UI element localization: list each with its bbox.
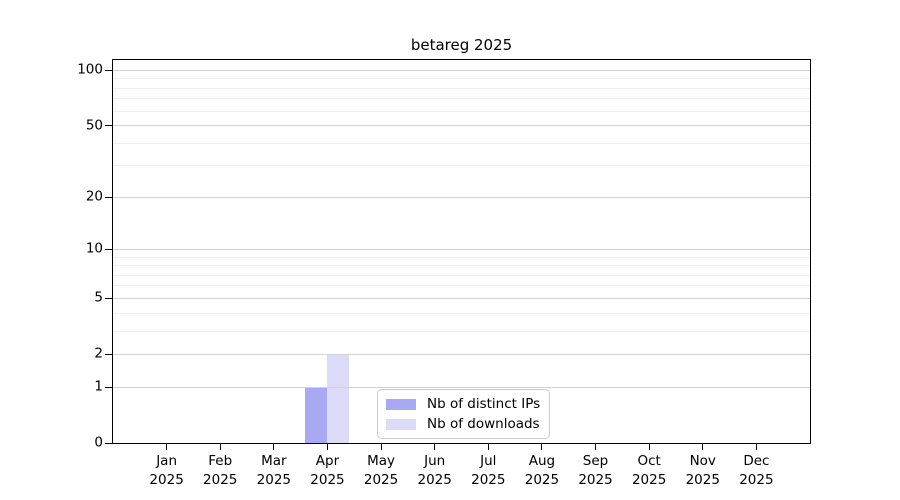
x-label-year: 2025 bbox=[524, 472, 560, 488]
h-gridline-minor bbox=[113, 87, 810, 89]
y-axis-tick-label: 2 bbox=[94, 345, 103, 362]
legend-swatch-downloads-icon bbox=[386, 418, 416, 430]
h-gridline-minor bbox=[113, 110, 810, 112]
x-label-month: Nov bbox=[689, 453, 716, 469]
x-label-year: 2025 bbox=[685, 472, 720, 488]
h-gridline-minor bbox=[113, 142, 810, 144]
y-axis-tick bbox=[105, 248, 112, 250]
x-axis-tick-label: Aug 2025 bbox=[512, 452, 572, 490]
h-gridline-major bbox=[113, 386, 810, 388]
x-label-month: Oct bbox=[637, 453, 661, 469]
h-gridline-major bbox=[113, 69, 810, 71]
h-gridline-major bbox=[113, 125, 810, 127]
x-label-year: 2025 bbox=[363, 472, 399, 488]
x-label-month: Feb bbox=[208, 453, 233, 469]
x-label-year: 2025 bbox=[631, 472, 667, 488]
x-axis-tick-label: Sep 2025 bbox=[566, 452, 626, 490]
x-label-year: 2025 bbox=[578, 472, 613, 488]
plot-area: Nb of distinct IPs Nb of downloads bbox=[112, 59, 811, 444]
x-label-year: 2025 bbox=[739, 472, 774, 488]
y-axis-tick-label: 10 bbox=[85, 240, 103, 257]
h-gridline-minor bbox=[113, 256, 810, 258]
h-gridline-major bbox=[113, 248, 810, 250]
h-gridline-major bbox=[113, 297, 810, 299]
legend-swatch-distinct-ips-icon bbox=[386, 398, 416, 410]
x-axis-tick-label: Dec 2025 bbox=[726, 452, 786, 490]
x-label-month: Jul bbox=[480, 453, 497, 469]
legend-item-downloads: Nb of downloads bbox=[386, 416, 540, 432]
x-label-year: 2025 bbox=[471, 472, 506, 488]
x-label-month: Jun bbox=[424, 453, 446, 469]
h-gridline-minor bbox=[113, 78, 810, 80]
h-gridline-minor bbox=[113, 330, 810, 332]
h-gridline-minor bbox=[113, 312, 810, 314]
x-axis-tick bbox=[702, 444, 704, 450]
x-label-year: 2025 bbox=[149, 472, 184, 488]
h-gridline-major bbox=[113, 353, 810, 355]
x-label-year: 2025 bbox=[203, 472, 238, 488]
legend-label-distinct-ips: Nb of distinct IPs bbox=[427, 396, 541, 412]
y-axis-tick bbox=[105, 353, 112, 355]
y-axis-tick bbox=[105, 69, 112, 71]
h-gridline-minor bbox=[113, 98, 810, 100]
x-axis-tick-label: Nov 2025 bbox=[673, 452, 733, 490]
h-gridline-major bbox=[113, 196, 810, 198]
x-axis-tick-label: Mar 2025 bbox=[244, 452, 304, 490]
x-axis-tick-label: Apr 2025 bbox=[297, 452, 357, 490]
x-axis-tick-label: Jun 2025 bbox=[405, 452, 465, 490]
y-axis-tick bbox=[105, 442, 112, 444]
x-axis-tick bbox=[166, 444, 168, 450]
x-label-month: Mar bbox=[261, 453, 287, 469]
h-gridline-minor bbox=[113, 285, 810, 287]
x-axis-tick bbox=[755, 444, 757, 450]
h-gridline-minor bbox=[113, 265, 810, 267]
y-axis-tick bbox=[105, 196, 112, 198]
chart-title: betareg 2025 bbox=[410, 36, 513, 54]
x-label-year: 2025 bbox=[256, 472, 292, 488]
bar-nb-of-downloads bbox=[327, 354, 350, 443]
x-label-year: 2025 bbox=[310, 472, 345, 488]
legend-item-distinct-ips: Nb of distinct IPs bbox=[386, 396, 540, 412]
y-axis-tick bbox=[105, 125, 112, 127]
x-axis-tick bbox=[541, 444, 543, 450]
x-axis-tick-label: Feb 2025 bbox=[190, 452, 250, 490]
x-label-month: Dec bbox=[743, 453, 770, 469]
y-axis-tick-label: 20 bbox=[85, 188, 103, 205]
legend: Nb of distinct IPs Nb of downloads bbox=[377, 389, 551, 439]
y-axis-tick-label: 5 bbox=[94, 289, 103, 306]
x-axis-tick bbox=[487, 444, 489, 450]
x-axis-tick bbox=[648, 444, 650, 450]
x-axis-tick bbox=[273, 444, 275, 450]
x-axis-tick-label: Oct 2025 bbox=[619, 452, 679, 490]
x-label-month: Sep bbox=[582, 453, 609, 469]
x-label-month: Apr bbox=[315, 453, 340, 469]
y-axis-tick-label: 0 bbox=[94, 434, 103, 451]
x-axis-tick-label: Jul 2025 bbox=[458, 452, 518, 490]
x-label-month: Aug bbox=[528, 453, 556, 469]
y-axis-tick-label: 1 bbox=[94, 378, 103, 395]
y-axis-tick-label: 50 bbox=[85, 116, 103, 133]
x-axis-tick bbox=[595, 444, 597, 450]
y-axis-tick bbox=[105, 297, 112, 299]
x-axis-tick bbox=[326, 444, 328, 450]
bar-nb-of-distinct-ips bbox=[305, 387, 328, 443]
h-gridline-minor bbox=[113, 165, 810, 167]
legend-label-downloads: Nb of downloads bbox=[427, 416, 540, 432]
x-axis-tick-label: May 2025 bbox=[351, 452, 411, 490]
x-axis-tick bbox=[380, 444, 382, 450]
x-label-year: 2025 bbox=[417, 472, 452, 488]
h-gridline-minor bbox=[113, 274, 810, 276]
x-axis-tick bbox=[219, 444, 221, 450]
x-axis-tick-label: Jan 2025 bbox=[137, 452, 197, 490]
x-axis-tick bbox=[434, 444, 436, 450]
y-axis-tick-label: 100 bbox=[77, 61, 103, 78]
x-label-month: May bbox=[367, 453, 396, 469]
x-label-month: Jan bbox=[156, 453, 178, 469]
y-axis-tick bbox=[105, 386, 112, 388]
